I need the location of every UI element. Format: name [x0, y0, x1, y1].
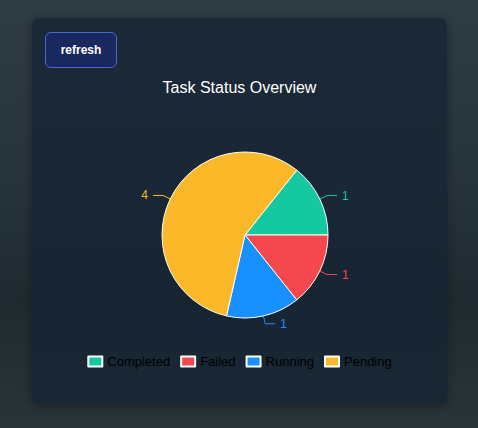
svg-text:Completed: Completed	[107, 354, 170, 369]
svg-text:4: 4	[141, 188, 148, 202]
svg-text:Failed: Failed	[200, 354, 235, 369]
svg-text:1: 1	[280, 317, 287, 331]
svg-text:Pending: Pending	[344, 354, 392, 369]
svg-text:1: 1	[342, 268, 349, 282]
svg-text:1: 1	[342, 189, 349, 203]
svg-text:Running: Running	[266, 354, 314, 369]
html-text:refresh: refresh	[60, 43, 102, 57]
svg-text:Task Status Overview: Task Status Overview	[163, 79, 317, 96]
